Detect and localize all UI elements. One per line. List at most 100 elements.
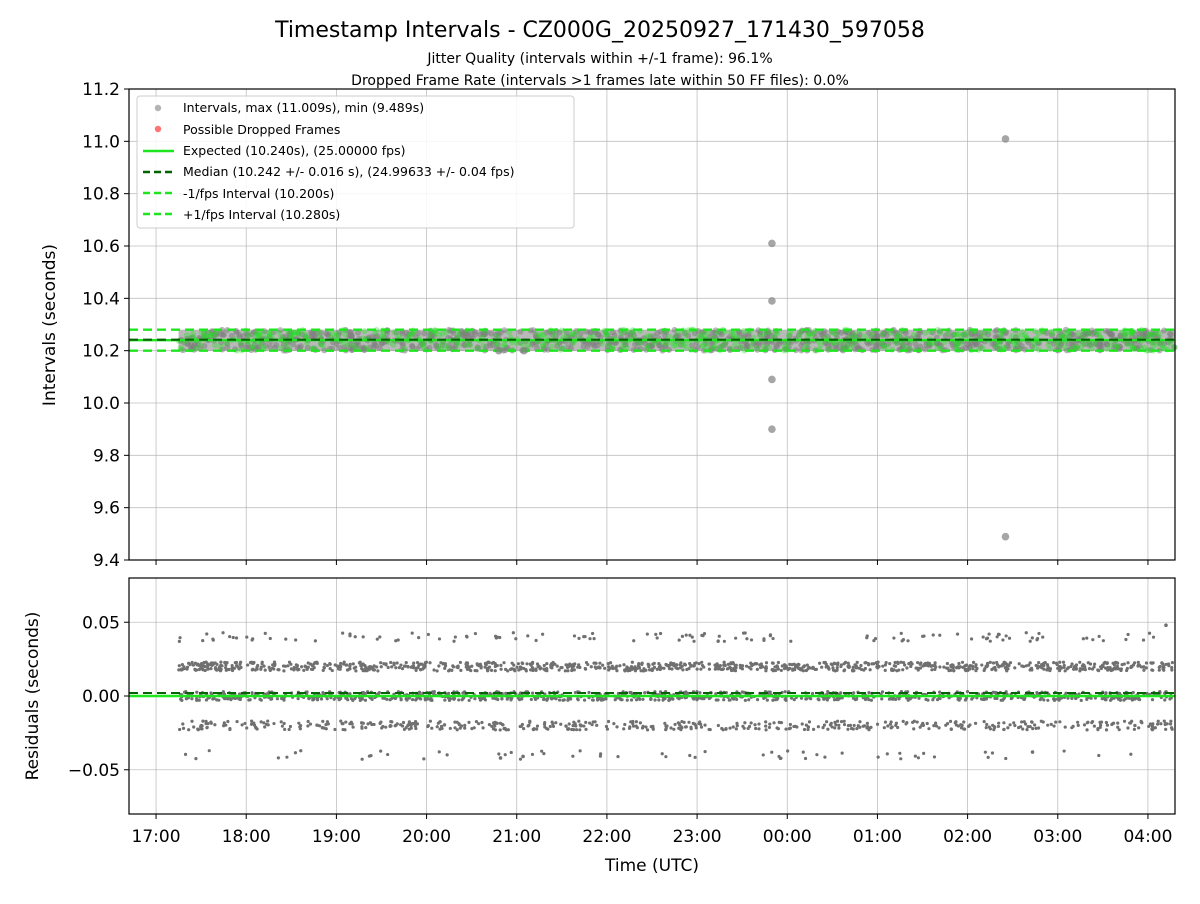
residual-point [578, 749, 582, 753]
residual-point [1037, 660, 1041, 665]
interval-point-green-overlay [1154, 341, 1161, 348]
residual-point [1052, 698, 1057, 702]
residual-point [344, 720, 348, 724]
residual-point [493, 724, 497, 728]
residual-point [749, 721, 753, 725]
residual-point [287, 660, 292, 664]
residual-point [829, 662, 833, 666]
residual-point [577, 663, 581, 667]
residual-point [782, 663, 787, 667]
residual-point [1078, 660, 1082, 664]
residual-point [572, 728, 576, 732]
interval-point-green-overlay [1045, 341, 1052, 348]
residual-point [284, 637, 288, 641]
residual-point [771, 698, 775, 702]
residual-point [863, 661, 867, 665]
residual-point [402, 664, 407, 668]
residual-point [578, 728, 582, 732]
interval-point-green-overlay [1147, 331, 1154, 338]
residual-point [588, 637, 592, 641]
residual-point [657, 662, 661, 666]
interval-point-green-overlay [557, 346, 564, 353]
interval-point [1108, 331, 1115, 338]
interval-point-green-overlay [878, 340, 885, 347]
residual-point [1163, 722, 1168, 726]
residual-point [1007, 636, 1012, 640]
residual-point [306, 665, 310, 669]
residual-point [768, 634, 772, 638]
residual-point [437, 664, 441, 668]
residual-point [1106, 665, 1110, 670]
interval-point-green-overlay [887, 329, 894, 336]
top-y-tick-label: 10.0 [82, 394, 120, 414]
interval-point [477, 331, 484, 338]
interval-outlier-point [520, 346, 528, 355]
residual-point [847, 665, 851, 669]
residual-point [499, 663, 503, 668]
residual-point [410, 631, 414, 635]
residual-point [1026, 725, 1030, 729]
interval-point-green-overlay [432, 327, 439, 334]
residual-point [687, 720, 691, 724]
residual-point [772, 721, 776, 725]
residual-point [1092, 662, 1097, 666]
residual-point [389, 660, 393, 665]
interval-point [492, 331, 499, 338]
residual-point [595, 723, 599, 727]
residual-point [593, 665, 597, 669]
interval-point-green-overlay [290, 329, 297, 336]
residual-point [835, 666, 839, 670]
residual-point [542, 752, 546, 756]
interval-point [1171, 344, 1178, 351]
residual-point [228, 727, 232, 732]
residual-point [1092, 665, 1096, 669]
top-y-tick-label: 11.2 [82, 80, 120, 100]
interval-point-green-overlay [290, 331, 297, 338]
residual-point [572, 634, 577, 638]
residual-point [354, 665, 358, 669]
residual-point [517, 668, 521, 672]
residual-point [213, 723, 217, 727]
residual-point [953, 721, 957, 725]
residual-point [1157, 668, 1161, 672]
residual-point [925, 721, 929, 726]
residual-point [475, 669, 479, 673]
interval-point-green-overlay [494, 333, 501, 340]
interval-point [811, 330, 818, 337]
interval-point-green-overlay [207, 332, 214, 339]
residual-point [302, 668, 306, 672]
residual-point [876, 755, 880, 759]
residual-point [674, 666, 678, 670]
residual-point [1108, 698, 1113, 702]
residual-point [529, 663, 533, 667]
residual-point [286, 664, 290, 668]
residual-point [664, 755, 668, 759]
residual-point [761, 665, 765, 669]
residual-point [451, 665, 456, 669]
interval-point [568, 340, 575, 347]
interval-point-green-overlay [680, 339, 687, 346]
interval-point [942, 332, 949, 339]
residual-point [958, 696, 962, 701]
residual-point [428, 661, 432, 665]
residual-point [673, 722, 677, 727]
residual-point [707, 727, 711, 732]
interval-point-green-overlay [378, 333, 385, 340]
residual-point [745, 637, 749, 641]
x-tick-label: 03:00 [1033, 827, 1082, 847]
residual-point [205, 632, 209, 636]
residual-point [1033, 723, 1037, 727]
residual-point [693, 755, 697, 759]
residual-point [1004, 667, 1008, 671]
interval-point-green-overlay [995, 341, 1002, 348]
residual-point [726, 662, 730, 666]
residual-point [1082, 723, 1087, 727]
residual-point [754, 662, 758, 666]
interval-point [617, 334, 624, 341]
interval-point [317, 341, 324, 348]
interval-point-green-overlay [1030, 340, 1037, 347]
residual-point [307, 697, 311, 701]
residual-point [1048, 668, 1052, 673]
residual-point [1057, 669, 1062, 673]
interval-point-green-overlay [539, 342, 546, 349]
